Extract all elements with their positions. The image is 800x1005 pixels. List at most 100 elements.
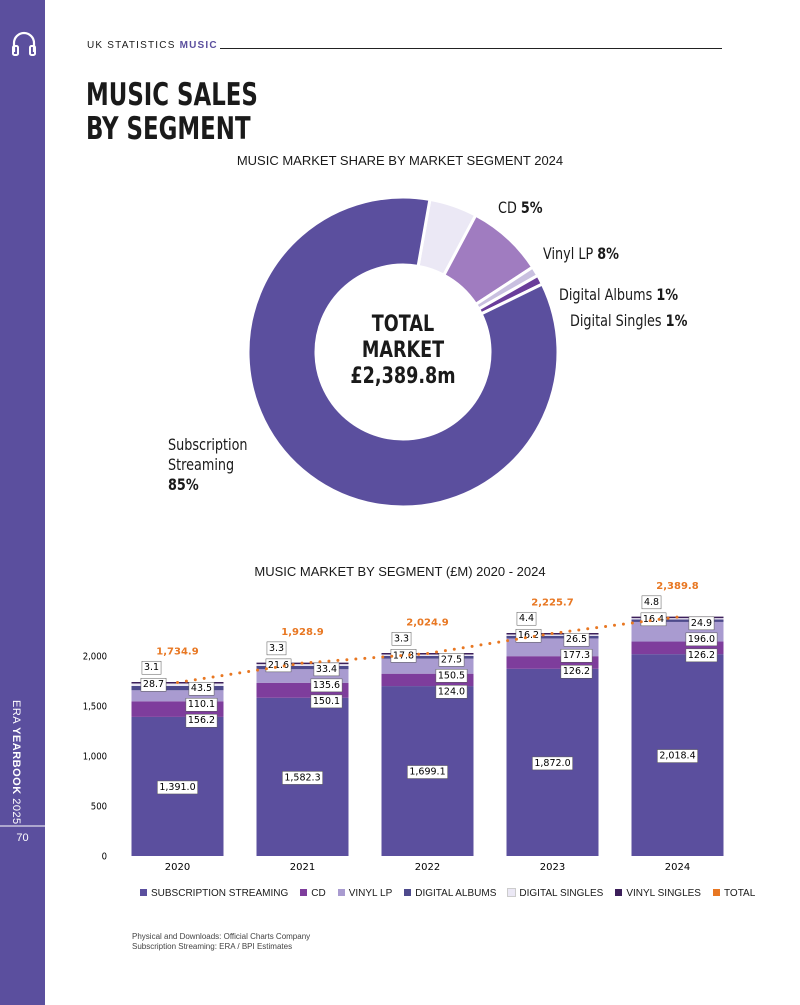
bar-segment bbox=[131, 685, 224, 691]
source-line: Physical and Downloads: Official Charts … bbox=[132, 932, 311, 941]
label-box bbox=[532, 756, 573, 771]
x-tick-label: 2020 bbox=[165, 862, 190, 873]
value-label: 150.5 bbox=[438, 670, 465, 681]
legend-swatch bbox=[300, 889, 308, 896]
label-box bbox=[688, 616, 715, 631]
label-box bbox=[282, 771, 323, 785]
value-label: 124.0 bbox=[438, 686, 465, 697]
total-label: 1,928.9 bbox=[281, 627, 323, 638]
header-topic: MUSIC bbox=[179, 40, 218, 51]
value-label: 126.2 bbox=[688, 650, 715, 661]
page-title: MUSIC SALES BY SEGMENT bbox=[86, 77, 258, 147]
bar-segment bbox=[631, 619, 724, 622]
sources: Physical and Downloads: Official Charts … bbox=[132, 932, 310, 952]
legend-item: CD bbox=[300, 888, 326, 899]
label-box bbox=[140, 677, 167, 692]
label-box bbox=[515, 628, 542, 643]
legend-label: DIGITAL ALBUMS bbox=[415, 888, 497, 899]
pie-label-value: 1% bbox=[656, 285, 679, 304]
header-section: UK STATISTICS bbox=[87, 40, 176, 51]
value-label: 16.4 bbox=[643, 614, 664, 625]
pie-slice bbox=[246, 195, 560, 509]
legend-swatch bbox=[712, 889, 720, 896]
value-label: 3.3 bbox=[269, 643, 284, 654]
y-tick-label: 500 bbox=[91, 801, 107, 813]
legend-swatch bbox=[615, 889, 623, 896]
headphones-icon bbox=[12, 31, 36, 52]
x-tick-label: 2023 bbox=[540, 862, 565, 873]
y-tick-label: 0 bbox=[102, 851, 107, 863]
value-label: 4.4 bbox=[519, 613, 534, 624]
legend-label: VINYL SINGLES bbox=[626, 888, 701, 899]
legend-swatch bbox=[337, 889, 345, 896]
value-label: 17.8 bbox=[393, 650, 414, 661]
value-label: 1,391.0 bbox=[159, 782, 195, 793]
label-box bbox=[185, 697, 218, 712]
value-label: 27.5 bbox=[441, 654, 462, 665]
value-label: 4.8 bbox=[644, 597, 659, 608]
pie-label: CD 5% bbox=[498, 198, 543, 218]
chart-title: MUSIC MARKET SHARE BY MARKET SEGMENT 202… bbox=[236, 153, 564, 168]
legend-swatch bbox=[507, 888, 517, 897]
bar-segment bbox=[131, 690, 224, 702]
pie-label: Subscription Streaming 85% bbox=[168, 435, 248, 495]
pie-label-value: 5% bbox=[520, 198, 543, 217]
value-label: 21.6 bbox=[268, 660, 289, 671]
label-box bbox=[313, 662, 340, 677]
legend-swatch bbox=[140, 889, 147, 896]
total-label: 2,389.8 bbox=[656, 581, 698, 592]
label-box bbox=[438, 653, 465, 667]
legend: SUBSCRIPTION STREAMING CD VINYL LP DIGITAL … bbox=[140, 888, 755, 899]
bar-segment bbox=[506, 634, 599, 636]
legend-item: SUBSCRIPTION STREAMING bbox=[140, 888, 288, 899]
label-box bbox=[266, 641, 287, 656]
value-label: 126.2 bbox=[563, 666, 590, 677]
value-label: 43.5 bbox=[191, 683, 212, 694]
pie-label-name: Digital Singles bbox=[570, 311, 662, 330]
legend-item: DIGITAL SINGLES bbox=[507, 888, 603, 899]
value-label: 110.1 bbox=[188, 699, 215, 710]
value-label: 26.5 bbox=[566, 634, 587, 645]
legend-swatch bbox=[404, 889, 412, 896]
x-tick-label: 2022 bbox=[415, 862, 440, 873]
pie-label: Digital Singles 1% bbox=[570, 311, 687, 331]
label-box bbox=[657, 749, 698, 763]
pie-label: Digital Albums 1% bbox=[559, 285, 678, 305]
page-number: 70 bbox=[16, 832, 29, 844]
value-label: 28.7 bbox=[143, 679, 164, 690]
sidebar-art bbox=[0, 31, 45, 827]
label-box bbox=[640, 612, 667, 627]
bar-segment bbox=[381, 654, 474, 656]
label-box bbox=[563, 632, 590, 647]
value-label: 177.3 bbox=[563, 650, 590, 661]
value-label: 16.2 bbox=[518, 630, 539, 641]
label-box bbox=[435, 685, 468, 699]
legend-label: SUBSCRIPTION STREAMING bbox=[151, 888, 289, 899]
label-box bbox=[157, 780, 198, 795]
value-label: 156.2 bbox=[188, 715, 215, 726]
label-box bbox=[310, 678, 343, 693]
legend-item: DIGITAL ALBUMS bbox=[404, 888, 496, 899]
pie-label: Vinyl LP 8% bbox=[543, 244, 619, 264]
x-tick-label: 2021 bbox=[290, 862, 315, 873]
label-box bbox=[516, 611, 537, 626]
legend-item: VINYL LP bbox=[337, 888, 392, 899]
pie-label-value: 1% bbox=[665, 311, 688, 330]
bar-segment bbox=[256, 665, 349, 670]
legend-label: TOTAL bbox=[723, 888, 756, 899]
pie-label-value: 85% bbox=[168, 475, 199, 494]
pie-label-name: Vinyl LP bbox=[543, 244, 594, 263]
value-label: 3.1 bbox=[144, 662, 159, 673]
value-label: 196.0 bbox=[688, 634, 715, 645]
value-label: 1,699.1 bbox=[409, 767, 445, 778]
y-tick-label: 1,000 bbox=[83, 751, 107, 763]
total-label: 2,024.9 bbox=[406, 618, 448, 629]
label-box bbox=[685, 632, 718, 647]
label-box bbox=[141, 660, 162, 675]
y-tick-label: 2,000 bbox=[83, 651, 107, 663]
value-label: 1,872.0 bbox=[534, 758, 570, 769]
pie-label-value: 8% bbox=[597, 244, 620, 263]
label-box bbox=[435, 669, 468, 683]
y-tick-label: 1,500 bbox=[83, 701, 107, 713]
